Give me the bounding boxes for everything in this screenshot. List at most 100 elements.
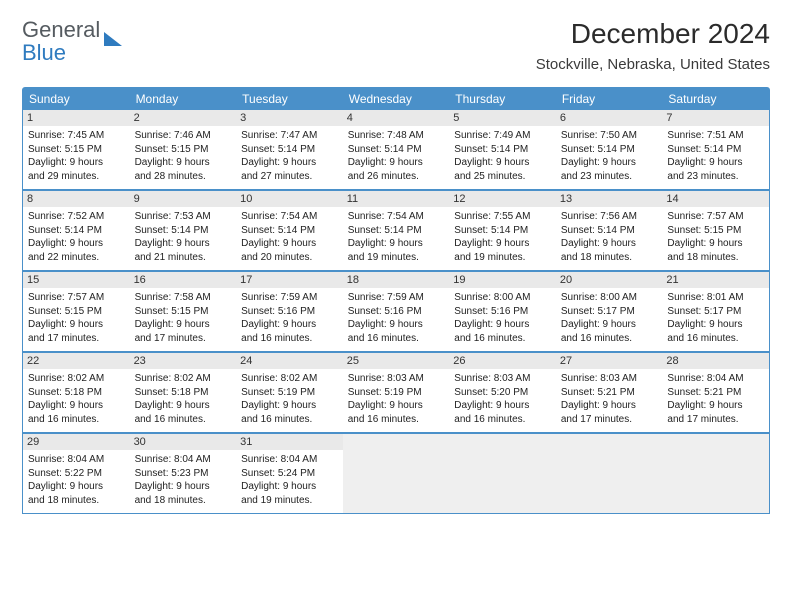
sunset-line: Sunset: 5:15 PM	[667, 224, 764, 238]
daylight-line: and 18 minutes.	[561, 251, 658, 265]
day-cell: 4Sunrise: 7:48 AMSunset: 5:14 PMDaylight…	[343, 110, 450, 189]
sunrise-line: Sunrise: 7:45 AM	[28, 129, 125, 143]
sunset-line: Sunset: 5:14 PM	[561, 224, 658, 238]
logo-text: General Blue	[22, 18, 100, 64]
sunset-line: Sunset: 5:21 PM	[667, 386, 764, 400]
daylight-line: Daylight: 9 hours	[28, 480, 125, 494]
day-number: 13	[556, 191, 663, 207]
daylight-line: and 16 minutes.	[28, 413, 125, 427]
sunrise-line: Sunrise: 8:00 AM	[561, 291, 658, 305]
sunrise-line: Sunrise: 7:51 AM	[667, 129, 764, 143]
sunset-line: Sunset: 5:18 PM	[28, 386, 125, 400]
sunset-line: Sunset: 5:15 PM	[135, 143, 232, 157]
sunset-line: Sunset: 5:19 PM	[241, 386, 338, 400]
sunrise-line: Sunrise: 7:49 AM	[454, 129, 551, 143]
daylight-line: and 20 minutes.	[241, 251, 338, 265]
sunrise-line: Sunrise: 8:04 AM	[241, 453, 338, 467]
sunrise-line: Sunrise: 7:55 AM	[454, 210, 551, 224]
daylight-line: Daylight: 9 hours	[667, 156, 764, 170]
daylight-line: and 28 minutes.	[135, 170, 232, 184]
day-cell: 6Sunrise: 7:50 AMSunset: 5:14 PMDaylight…	[556, 110, 663, 189]
sunset-line: Sunset: 5:19 PM	[348, 386, 445, 400]
sunrise-line: Sunrise: 7:53 AM	[135, 210, 232, 224]
sunrise-line: Sunrise: 8:03 AM	[454, 372, 551, 386]
sunrise-line: Sunrise: 8:01 AM	[667, 291, 764, 305]
weekday-sunday: Sunday	[23, 88, 130, 110]
daylight-line: and 17 minutes.	[561, 413, 658, 427]
day-cell: 21Sunrise: 8:01 AMSunset: 5:17 PMDayligh…	[662, 272, 769, 351]
header: General Blue December 2024 Stockville, N…	[22, 18, 770, 73]
weekday-saturday: Saturday	[662, 88, 769, 110]
daylight-line: Daylight: 9 hours	[135, 318, 232, 332]
sunrise-line: Sunrise: 7:54 AM	[241, 210, 338, 224]
day-number: 26	[449, 353, 556, 369]
day-number: 15	[23, 272, 130, 288]
day-number: 29	[23, 434, 130, 450]
week-row: 1Sunrise: 7:45 AMSunset: 5:15 PMDaylight…	[23, 110, 769, 189]
daylight-line: Daylight: 9 hours	[667, 318, 764, 332]
daylight-line: Daylight: 9 hours	[561, 156, 658, 170]
weekday-thursday: Thursday	[449, 88, 556, 110]
daylight-line: Daylight: 9 hours	[28, 318, 125, 332]
daylight-line: Daylight: 9 hours	[241, 156, 338, 170]
day-cell: 12Sunrise: 7:55 AMSunset: 5:14 PMDayligh…	[449, 191, 556, 270]
daylight-line: Daylight: 9 hours	[28, 237, 125, 251]
sunrise-line: Sunrise: 7:46 AM	[135, 129, 232, 143]
day-number: 28	[662, 353, 769, 369]
day-cell: 9Sunrise: 7:53 AMSunset: 5:14 PMDaylight…	[130, 191, 237, 270]
daylight-line: and 16 minutes.	[667, 332, 764, 346]
sunrise-line: Sunrise: 8:02 AM	[135, 372, 232, 386]
day-cell: 11 Sunrise: 7:54 AMSunset: 5:14 PMDayligh…	[343, 191, 450, 270]
daylight-line: and 19 minutes.	[348, 251, 445, 265]
daylight-line: and 16 minutes.	[454, 332, 551, 346]
daylight-line: Daylight: 9 hours	[561, 318, 658, 332]
daylight-line: Daylight: 9 hours	[28, 399, 125, 413]
sunrise-line: Sunrise: 8:02 AM	[241, 372, 338, 386]
day-number: 8	[23, 191, 130, 207]
daylight-line: and 17 minutes.	[28, 332, 125, 346]
day-number: 23	[130, 353, 237, 369]
daylight-line: and 16 minutes.	[348, 332, 445, 346]
daylight-line: Daylight: 9 hours	[348, 237, 445, 251]
sunrise-line: Sunrise: 7:47 AM	[241, 129, 338, 143]
sunset-line: Sunset: 5:22 PM	[28, 467, 125, 481]
empty-cell	[343, 434, 450, 513]
sunrise-line: Sunrise: 7:54 AM	[348, 210, 445, 224]
daylight-line: Daylight: 9 hours	[454, 237, 551, 251]
sunrise-line: Sunrise: 7:59 AM	[348, 291, 445, 305]
daylight-line: Daylight: 9 hours	[348, 399, 445, 413]
day-number: 11	[343, 191, 450, 207]
sunset-line: Sunset: 5:14 PM	[667, 143, 764, 157]
day-number: 7	[662, 110, 769, 126]
day-number: 22	[23, 353, 130, 369]
weekday-friday: Friday	[556, 88, 663, 110]
day-cell: 29Sunrise: 8:04 AMSunset: 5:22 PMDayligh…	[23, 434, 130, 513]
daylight-line: Daylight: 9 hours	[135, 237, 232, 251]
sunset-line: Sunset: 5:14 PM	[28, 224, 125, 238]
logo-triangle-icon	[104, 32, 122, 46]
daylight-line: and 26 minutes.	[348, 170, 445, 184]
sunset-line: Sunset: 5:20 PM	[454, 386, 551, 400]
daylight-line: and 19 minutes.	[454, 251, 551, 265]
daylight-line: and 18 minutes.	[667, 251, 764, 265]
empty-cell	[556, 434, 663, 513]
sunrise-line: Sunrise: 7:57 AM	[667, 210, 764, 224]
sunset-line: Sunset: 5:14 PM	[561, 143, 658, 157]
week-row: 29 Sunrise: 8:04 AM Sunset: 5:22 PMDayligh…	[23, 432, 769, 513]
sunset-line: Sunset: 5:23 PM	[135, 467, 232, 481]
empty-cell	[662, 434, 769, 513]
daylight-line: Daylight: 9 hours	[667, 399, 764, 413]
logo-line2: Blue	[22, 40, 66, 65]
sunrise-line: Sunrise: 7:57 AM	[28, 291, 125, 305]
day-cell: 31Sunrise: 8:04 AMSunset: 5:24 PMDayligh…	[236, 434, 343, 513]
sunset-line: Sunset: 5:14 PM	[348, 224, 445, 238]
day-number: 20	[556, 272, 663, 288]
day-number: 12	[449, 191, 556, 207]
sunrise-line: Sunrise: 7:56 AM	[561, 210, 658, 224]
daylight-line: Daylight: 9 hours	[135, 399, 232, 413]
daylight-line: and 16 minutes.	[348, 413, 445, 427]
day-cell: 14Sunrise: 7:57 AMSunset: 5:15 PMDayligh…	[662, 191, 769, 270]
daylight-line: and 27 minutes.	[241, 170, 338, 184]
weeks-container: 1Sunrise: 7:45 AMSunset: 5:15 PMDaylight…	[23, 110, 769, 513]
sunset-line: Sunset: 5:16 PM	[454, 305, 551, 319]
